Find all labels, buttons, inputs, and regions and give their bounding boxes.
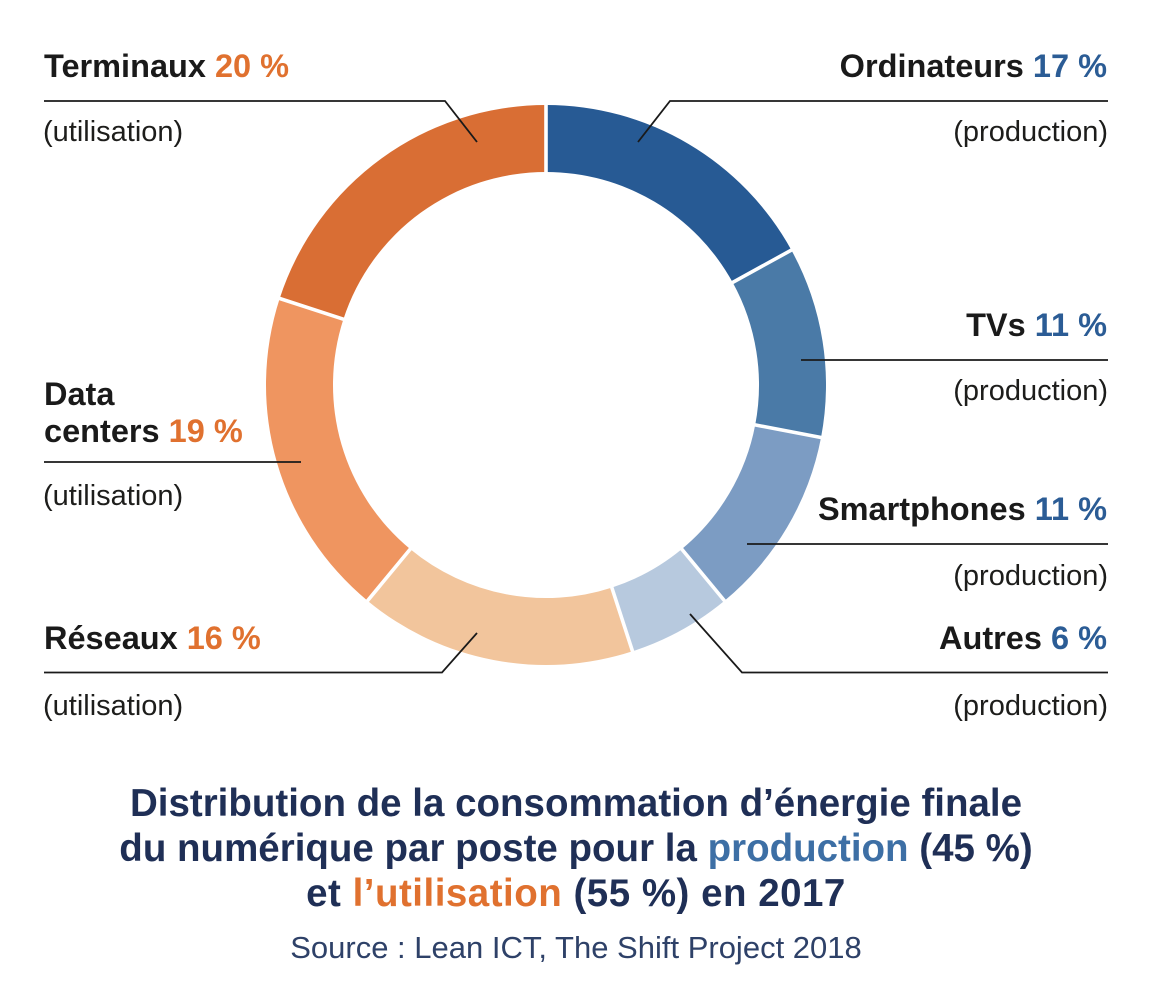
- svg-text:(utilisation): (utilisation): [43, 690, 183, 722]
- svg-text:(production): (production): [953, 560, 1108, 592]
- svg-text:(production): (production): [953, 690, 1108, 722]
- svg-text:du numérique par poste pour la: du numérique par poste pour la productio…: [119, 827, 1032, 870]
- svg-text:(production): (production): [953, 116, 1108, 148]
- svg-text:(production): (production): [953, 375, 1108, 407]
- svg-text:Smartphones 11 %: Smartphones 11 %: [818, 491, 1107, 527]
- svg-text:Autres 6 %: Autres 6 %: [939, 620, 1107, 656]
- svg-text:Ordinateurs 17 %: Ordinateurs 17 %: [840, 48, 1107, 84]
- svg-text:centers 19 %: centers 19 %: [44, 413, 243, 449]
- svg-text:(utilisation): (utilisation): [43, 480, 183, 512]
- svg-text:(utilisation): (utilisation): [43, 116, 183, 148]
- svg-text:Distribution de la consommatio: Distribution de la consommation d’énergi…: [130, 782, 1022, 825]
- svg-text:Terminaux 20 %: Terminaux 20 %: [44, 48, 289, 84]
- svg-text:et l’utilisation (55 %) en 201: et l’utilisation (55 %) en 2017: [306, 872, 846, 915]
- svg-text:Réseaux 16 %: Réseaux 16 %: [44, 620, 261, 656]
- svg-text:Data: Data: [44, 376, 115, 412]
- svg-text:TVs 11 %: TVs 11 %: [966, 307, 1107, 343]
- svg-text:Source : Lean ICT, The Shift P: Source : Lean ICT, The Shift Project 201…: [290, 930, 862, 965]
